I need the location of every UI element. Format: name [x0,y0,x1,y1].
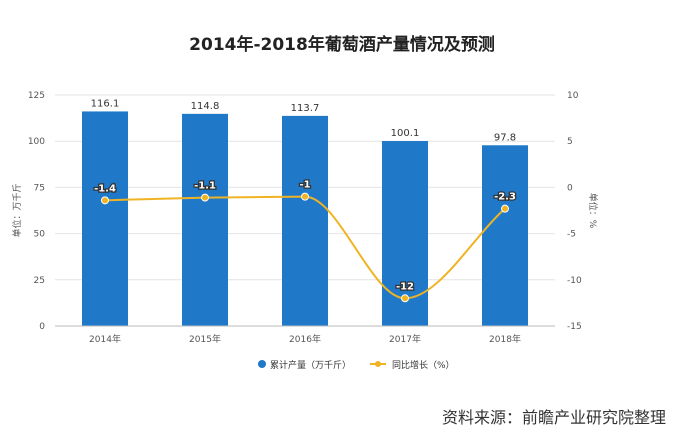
line-point [201,193,209,202]
x-tick-label: 2018年 [489,333,521,345]
bar [482,145,528,326]
y-axis-title: 单位：万千斤 [11,183,23,237]
line-point [101,196,109,205]
data-labels: 116.1 114.8 113.7 100.1 97.8 -1.4 -1.1 -1 -12 -2.… [91,98,518,293]
line-series [101,192,509,303]
y-tick-label: 50 [34,230,46,240]
y-right-tick-label: 5 [567,137,573,147]
bar [182,113,228,326]
line-value-label: -1 [299,180,310,191]
line-point [401,294,409,303]
y-right-tick-label: 10 [567,91,579,101]
line-value-label: -2.3 [494,192,516,203]
bar [282,115,328,326]
growth-line [104,195,506,300]
x-tick-label: 2014年 [89,333,121,345]
x-tick-label: 2016年 [289,333,321,345]
bar-value-label: 114.8 [191,101,220,112]
bar-series [82,111,528,326]
legend-label-bar: 累计产量（万千斤） [270,359,351,371]
y-right-axis-title: 单位：% [587,193,599,229]
legend-marker-line-dot [375,361,381,367]
legend-marker-bar [258,360,266,368]
y-tick-label: 25 [34,276,45,286]
bar-value-label: 113.7 [291,103,320,114]
y-right-tick-label: -15 [567,322,582,332]
y-tick-label: 100 [28,137,45,147]
bar-value-label: 97.8 [494,132,516,143]
line-point [501,204,509,213]
line-value-label: -1.4 [94,183,116,194]
x-tick-label: 2017年 [389,333,421,345]
y-tick-label: 125 [28,91,45,101]
bar-value-label: 116.1 [91,98,120,109]
y-tick-label: 75 [34,183,45,193]
bar-value-label: 100.1 [391,128,420,139]
legend: 累计产量（万千斤） 同比增长（%） [258,359,455,371]
y-right-tick-label: 0 [567,183,573,193]
y-tick-label: 0 [39,322,45,332]
axes: 0 25 50 75 100 125 -15 -10 -5 0 5 10 2014年 2015年 2016年… [11,91,599,345]
legend-label-line: 同比增长（%） [392,359,455,371]
source-note: 资料来源：前瞻产业研究院整理 [441,408,666,427]
x-tick-label: 2015年 [189,333,221,345]
y-right-tick-label: -10 [567,276,582,286]
chart-title: 2014年-2018年葡萄酒产量情况及预测 [189,35,495,55]
line-point [301,192,309,201]
y-right-tick-label: -5 [567,230,576,240]
bar [82,111,128,326]
line-value-label: -12 [396,281,414,292]
line-value-label: -1.1 [194,181,216,192]
